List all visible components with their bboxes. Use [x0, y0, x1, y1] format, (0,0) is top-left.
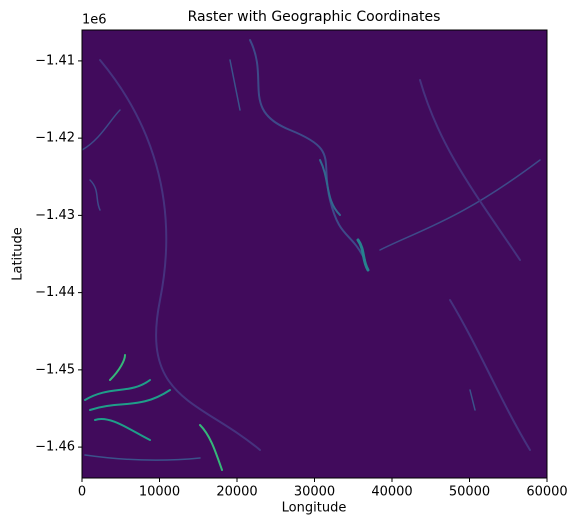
chart-title: Raster with Geographic Coordinates: [188, 9, 441, 25]
x-axis-label: Longitude: [282, 501, 347, 516]
y-tick-label: −1.46: [35, 440, 75, 455]
y-tick-label: −1.41: [35, 53, 75, 68]
x-tick-label: 60000: [526, 485, 567, 500]
y-tick-label: −1.44: [35, 285, 75, 300]
x-tick-label: 10000: [139, 485, 180, 500]
x-tick-label: 20000: [216, 485, 257, 500]
y-offset-label: 1e6: [82, 13, 107, 28]
y-axis-label: Latitude: [11, 227, 26, 281]
y-tick-label: −1.43: [35, 208, 75, 223]
x-tick-label: 50000: [449, 485, 490, 500]
y-tick-label: −1.42: [35, 131, 75, 146]
x-tick-label: 40000: [371, 485, 412, 500]
y-tick-label: −1.45: [35, 362, 75, 377]
x-tick-label: 0: [78, 485, 86, 500]
x-tick-label: 30000: [294, 485, 335, 500]
raster: [82, 30, 547, 478]
